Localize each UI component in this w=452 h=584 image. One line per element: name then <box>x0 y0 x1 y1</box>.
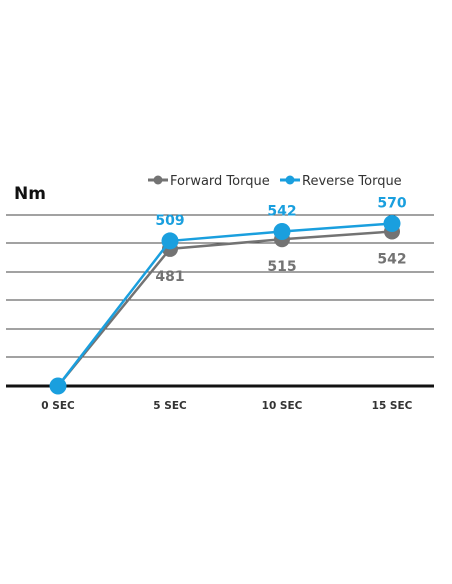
data-label-series-2: 509 <box>155 213 184 229</box>
grid-lines <box>6 214 434 388</box>
x-axis-ticks: 0 SEC 5 SEC 10 SEC 15 SEC <box>41 400 412 412</box>
series-line-2 <box>57 222 393 387</box>
data-label-series-1: 481 <box>155 269 184 285</box>
legend: Forward Torque Reverse Torque <box>148 174 402 189</box>
legend-swatch-marker-2 <box>285 175 295 185</box>
data-label-series-1: 542 <box>377 252 406 268</box>
legend-label-2: Reverse Torque <box>302 174 402 189</box>
data-label-series-1: 515 <box>267 259 296 275</box>
unit-label: Nm <box>14 184 46 204</box>
series-2-point <box>383 215 401 233</box>
series-line-1 <box>57 230 393 387</box>
legend-swatch-marker-1 <box>153 175 163 185</box>
x-tick-label: 10 SEC <box>262 400 303 412</box>
legend-label-1: Forward Torque <box>170 174 270 189</box>
series-layer <box>49 215 401 395</box>
series-2-point <box>161 232 179 250</box>
x-tick-label: 5 SEC <box>153 400 187 412</box>
data-labels: 481 515 542 509 542 570 <box>155 196 406 285</box>
series-2-point <box>273 223 291 241</box>
series-2-point <box>49 377 67 395</box>
data-label-series-2: 570 <box>377 196 406 212</box>
x-tick-label: 15 SEC <box>372 400 413 412</box>
data-label-series-2: 542 <box>267 204 296 220</box>
x-tick-label: 0 SEC <box>41 400 75 412</box>
